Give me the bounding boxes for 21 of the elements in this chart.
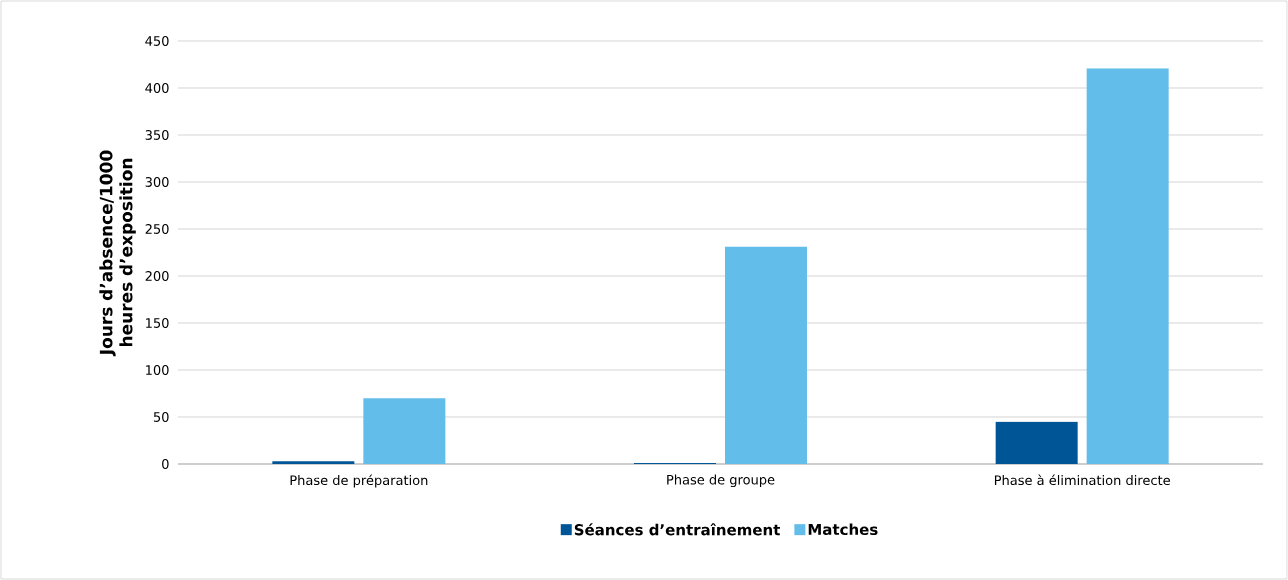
y-tick-label: 50 xyxy=(153,412,169,422)
y-tick-label: 200 xyxy=(145,271,169,281)
y-tick-label: 100 xyxy=(146,365,169,375)
y-tick-label: 0 xyxy=(162,459,169,469)
legend-label: Séances d’entraînement xyxy=(574,523,781,536)
y-tick-label: 300 xyxy=(145,177,169,187)
y-tick-label: 400 xyxy=(145,83,169,93)
bar xyxy=(995,421,1078,464)
y-tick-label: 250 xyxy=(145,224,169,234)
bar xyxy=(1086,68,1169,464)
legend-label: Matches xyxy=(808,523,878,536)
x-tick-label: Phase de préparation xyxy=(290,474,428,488)
y-tick-label: 150 xyxy=(146,318,169,328)
y-axis-title: Jours d’absence/1000 heures d’exposition xyxy=(99,150,136,357)
bar xyxy=(363,398,446,464)
bar xyxy=(725,246,807,464)
x-tick-label: Phase à élimination directe xyxy=(994,474,1170,486)
bar xyxy=(272,461,355,464)
y-tick-label: 350 xyxy=(145,130,169,140)
x-tick-label: Phase de groupe xyxy=(667,474,775,488)
y-tick-label: 450 xyxy=(145,36,169,46)
